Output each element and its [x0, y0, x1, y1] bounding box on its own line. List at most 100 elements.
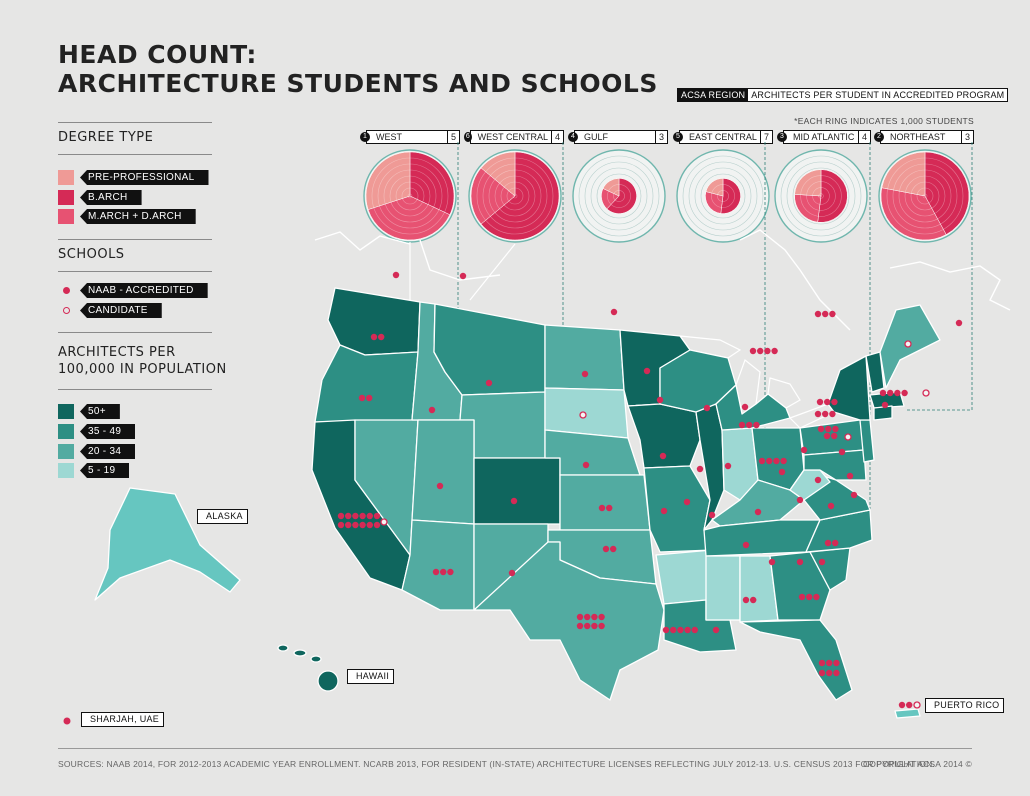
school-dot — [831, 432, 838, 440]
school-dot — [758, 457, 766, 465]
candidate-dot — [904, 340, 912, 348]
pie-ring — [800, 175, 842, 217]
canada-border — [314, 231, 411, 251]
state-north-dakota — [544, 324, 625, 391]
candidate-dot — [913, 701, 921, 709]
sharjah-dot-icon — [63, 717, 71, 725]
ring-guide — [786, 161, 856, 231]
region-header-label: ACSA REGION — [678, 89, 749, 101]
school-dot — [906, 701, 913, 709]
school-dot — [826, 669, 833, 677]
label-sharjah: SHARJAH, UAE — [81, 712, 165, 727]
region-number: 1 — [360, 132, 370, 142]
state-new-york — [827, 355, 871, 421]
school-dot — [824, 398, 831, 406]
pie-slice — [705, 191, 724, 214]
legend-label-accredited: NAAB - ACCREDITED — [80, 283, 208, 298]
schools-heading: SCHOOLS — [58, 247, 125, 262]
school-dot — [683, 498, 691, 506]
us-states — [94, 287, 941, 719]
swatch-35-49 — [58, 424, 74, 439]
candidate-dot-icon — [63, 307, 70, 314]
pie-slice — [794, 194, 822, 223]
school-dot — [370, 333, 378, 341]
ring-guide — [792, 167, 850, 225]
school-dot — [662, 626, 670, 634]
canada-border — [889, 261, 1011, 311]
pie-ring — [922, 193, 928, 199]
pie-ring — [812, 187, 830, 205]
region-value: 3 — [960, 131, 973, 143]
school-dot — [660, 507, 668, 515]
school-dot — [768, 558, 776, 566]
school-dot — [581, 370, 589, 378]
pie-ring — [613, 190, 625, 202]
school-dot — [825, 425, 832, 433]
pie-slice — [606, 178, 637, 214]
dash-northeast — [905, 142, 973, 411]
canada-border — [419, 239, 501, 281]
pie-slice — [480, 151, 560, 241]
school-dot — [764, 347, 771, 355]
degree-type-heading: DEGREE TYPE — [58, 130, 154, 145]
state-kansas — [559, 474, 651, 531]
pie-slice — [705, 178, 724, 197]
state-arkansas — [655, 549, 713, 605]
swatch-20-34 — [58, 444, 74, 459]
pie-slice — [602, 178, 620, 197]
ring-guide — [700, 173, 746, 219]
school-dot — [598, 613, 605, 621]
school-dot — [827, 502, 835, 510]
school-dot — [459, 272, 467, 280]
ring-guide — [590, 167, 648, 225]
school-dot — [584, 622, 591, 630]
school-dot — [584, 613, 591, 621]
pie-ring — [377, 163, 443, 229]
pie-ring — [395, 181, 425, 211]
pie-ring — [401, 187, 419, 205]
school-dot — [796, 558, 804, 566]
pie-ring — [494, 175, 536, 217]
school-dot — [829, 310, 836, 318]
school-dot — [670, 626, 677, 634]
school-dot — [432, 568, 440, 576]
candidate-dot — [922, 389, 930, 397]
region-label-northeast: 2 NORTHEAST 3 — [874, 130, 974, 144]
divider — [58, 122, 212, 123]
school-dot — [816, 398, 824, 406]
swatch-b-arch — [58, 190, 74, 205]
swatch-pre-professional — [58, 170, 74, 185]
legend-label-35-49: 35 - 49 — [80, 424, 136, 439]
pie-slice — [924, 151, 970, 235]
legend-label-candidate: CANDIDATE — [80, 303, 162, 318]
state-missouri — [643, 465, 713, 553]
leader-west-central — [469, 243, 516, 301]
school-dot — [818, 669, 826, 677]
school-dot — [800, 446, 808, 454]
school-dot — [659, 452, 667, 460]
school-dot — [833, 659, 840, 667]
school-dot — [814, 476, 822, 484]
school-dot — [773, 457, 780, 465]
school-dot — [771, 347, 778, 355]
candidate-dots — [380, 340, 930, 709]
school-dot — [602, 545, 610, 553]
region-label-gulf: 4 GULF 3 — [568, 130, 668, 144]
state-vermont-nh — [865, 351, 885, 393]
school-dot — [359, 521, 366, 529]
state-puerto-rico — [894, 708, 921, 719]
school-dot — [814, 310, 822, 318]
school-dot — [823, 432, 831, 440]
divider — [58, 389, 212, 390]
school-dot — [345, 521, 352, 529]
school-dot — [813, 593, 820, 601]
label-alaska: ALASKA — [197, 509, 248, 524]
state-north-carolina — [805, 509, 873, 553]
ring-guide — [584, 161, 654, 231]
school-dot — [712, 626, 720, 634]
divider — [58, 239, 212, 240]
divider — [58, 154, 212, 155]
school-dot — [894, 389, 901, 397]
school-dot — [606, 504, 613, 512]
state-texas — [473, 541, 665, 701]
